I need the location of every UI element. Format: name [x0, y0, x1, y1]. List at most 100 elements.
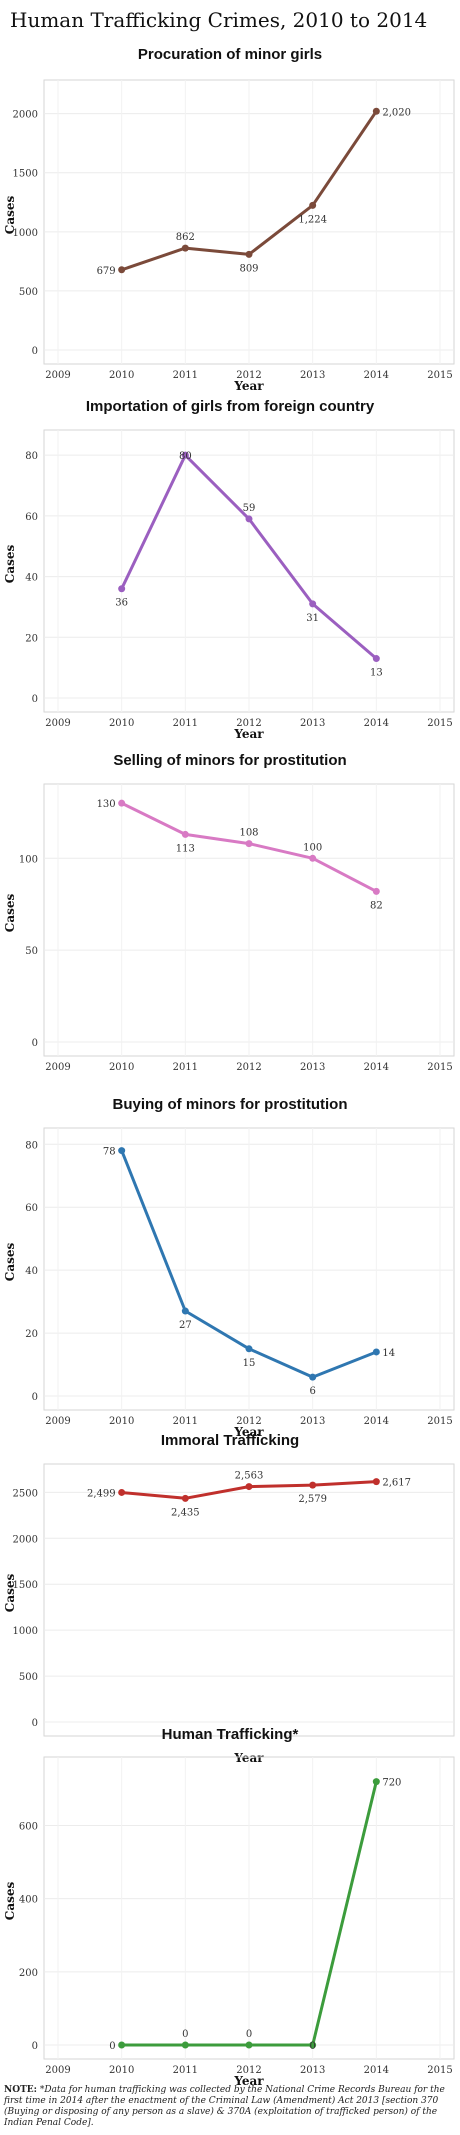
x-tick-label: 2014 [364, 2065, 389, 2076]
y-tick-label: 40 [25, 1266, 38, 1277]
y-tick-label: 80 [25, 451, 38, 462]
x-tick-label: 2011 [173, 1062, 198, 1073]
x-tick-label: 2010 [109, 718, 134, 729]
y-tick-label: 50 [25, 946, 38, 957]
y-tick-label: 60 [25, 512, 38, 523]
data-point [181, 2041, 189, 2049]
data-point [245, 250, 253, 258]
x-tick-label: 2010 [109, 1416, 134, 1427]
x-tick-label: 2012 [236, 2065, 261, 2076]
data-label: 1,224 [298, 214, 327, 225]
y-axis-title: Cases [3, 545, 17, 584]
x-tick-label: 2015 [427, 370, 452, 381]
data-point [309, 1481, 317, 1489]
y-tick-label: 400 [19, 1895, 38, 1906]
data-point [181, 451, 189, 459]
x-tick-label: 2015 [427, 718, 452, 729]
chart-title-human-trafficking: Human Trafficking* [161, 1726, 299, 1743]
y-tick-label: 20 [25, 1329, 38, 1340]
x-tick-label: 2009 [45, 370, 70, 381]
data-point [118, 799, 126, 807]
x-tick-label: 2010 [109, 2065, 134, 2076]
data-label: 59 [243, 503, 256, 514]
y-tick-label: 80 [25, 1140, 38, 1151]
x-tick-label: 2012 [236, 1062, 261, 1073]
data-label: 720 [382, 1778, 401, 1789]
chart-immoral: 05001000150020002500CasesYear2,4992,4352… [3, 1463, 455, 1765]
data-point [372, 887, 380, 895]
x-tick-label: 2009 [45, 718, 70, 729]
x-tick-label: 2011 [173, 370, 198, 381]
data-label: 679 [97, 266, 116, 277]
data-label: 0 [182, 2029, 188, 2040]
y-tick-label: 0 [32, 1038, 38, 1049]
y-axis-title: Cases [3, 196, 17, 235]
chart-title-immoral: Immoral Trafficking [160, 1432, 300, 1449]
data-label: 0 [109, 2041, 115, 2052]
data-label: 31 [306, 613, 319, 624]
data-point [309, 600, 317, 608]
chart-title-buying: Buying of minors for prostitution [112, 1096, 348, 1113]
data-point [181, 830, 189, 838]
x-axis-title: Year [233, 379, 264, 393]
x-tick-label: 2013 [300, 718, 325, 729]
footnote-text: *Data for human trafficking was collecte… [4, 2085, 445, 2128]
x-tick-label: 2015 [427, 1062, 452, 1073]
data-label: 100 [303, 842, 322, 853]
data-point [372, 1478, 380, 1486]
x-axis-title: Year [233, 727, 264, 741]
y-tick-label: 0 [32, 2041, 38, 2052]
data-label: 36 [115, 598, 128, 609]
data-label: 2,617 [382, 1478, 411, 1489]
y-axis-title: Cases [3, 1574, 17, 1613]
data-label: 2,579 [298, 1494, 327, 1505]
x-tick-label: 2015 [427, 2065, 452, 2076]
data-label: 108 [239, 828, 258, 839]
y-tick-label: 200 [19, 1968, 38, 1979]
x-tick-label: 2013 [300, 370, 325, 381]
data-point [372, 1778, 380, 1786]
y-tick-label: 20 [25, 633, 38, 644]
data-label: 2,563 [235, 1471, 264, 1482]
data-point [245, 840, 253, 848]
data-point [309, 201, 317, 209]
x-tick-label: 2012 [236, 718, 261, 729]
data-point [309, 2041, 317, 2049]
data-label: 14 [382, 1348, 395, 1359]
y-tick-label: 2000 [13, 1534, 38, 1545]
data-label: 6 [309, 1386, 315, 1397]
data-point [118, 2041, 126, 2049]
data-point [372, 107, 380, 115]
chart-title-importation: Importation of girls from foreign countr… [85, 398, 375, 415]
x-tick-label: 2011 [173, 1416, 198, 1427]
y-tick-label: 500 [19, 1672, 38, 1683]
y-tick-label: 100 [19, 854, 38, 865]
x-tick-label: 2010 [109, 1062, 134, 1073]
x-tick-label: 2014 [364, 718, 389, 729]
y-tick-label: 0 [32, 694, 38, 705]
chart-title-procuration: Procuration of minor girls [137, 46, 323, 63]
page-title: Human Trafficking Crimes, 2010 to 2014 [10, 8, 428, 32]
data-label: 809 [239, 263, 258, 274]
x-tick-label: 2011 [173, 718, 198, 729]
x-tick-label: 2009 [45, 1062, 70, 1073]
y-tick-label: 1500 [13, 169, 38, 180]
data-point [372, 655, 380, 663]
footnote-label: NOTE: [4, 2085, 37, 2095]
y-tick-label: 1000 [13, 228, 38, 239]
data-label: 13 [370, 668, 383, 679]
data-point [245, 1345, 253, 1353]
data-label: 27 [179, 1320, 192, 1331]
chart-human-trafficking: 0 200 400 600 2009 2010 2011 2012 2013 2014 2015 Ca… [3, 1756, 455, 2088]
data-point [372, 1348, 380, 1356]
x-tick-label: 2011 [173, 2065, 198, 2076]
y-axis-title: Cases [3, 1243, 17, 1282]
data-label: 78 [103, 1147, 116, 1158]
data-point [181, 1494, 189, 1502]
y-tick-label: 500 [19, 287, 38, 298]
data-point [118, 585, 126, 593]
y-tick-label: 0 [32, 1392, 38, 1403]
x-tick-label: 2014 [364, 1416, 389, 1427]
data-label: 82 [370, 900, 383, 911]
data-point [118, 1147, 126, 1155]
